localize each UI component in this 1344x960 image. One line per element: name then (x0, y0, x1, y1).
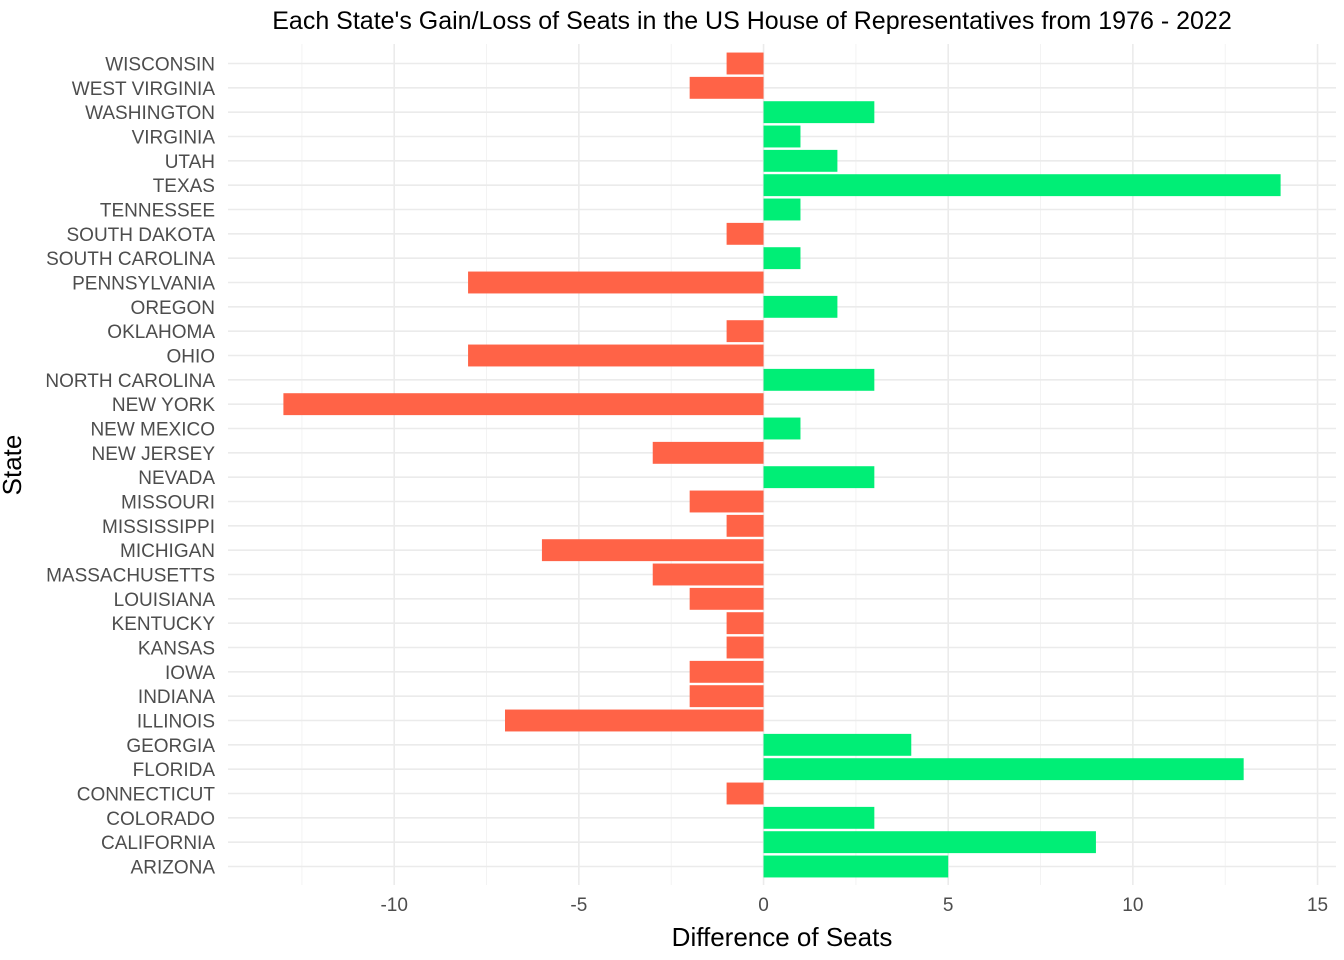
x-tick-labels: -10 -5 0 5 10 15 (380, 895, 1328, 916)
bar-iowa (689, 660, 764, 683)
bar-illinois (505, 709, 764, 732)
bar-south-dakota (726, 222, 764, 245)
y-tick-label: KENTUCKY (112, 614, 216, 635)
bar-massachusetts (652, 563, 764, 586)
y-tick-label: KANSAS (138, 639, 215, 660)
y-tick-label: CONNECTICUT (77, 785, 216, 806)
bar-tennessee (763, 198, 801, 221)
y-tick-label: INDIANA (138, 687, 215, 708)
bar-indiana (689, 685, 764, 708)
x-tick-label: 10 (1122, 895, 1143, 916)
bars (283, 52, 1281, 878)
x-axis-title: Difference of Seats (672, 922, 893, 952)
y-tick-label: OREGON (131, 298, 215, 319)
y-tick-label: NEW MEXICO (90, 420, 215, 441)
bar-missouri (689, 490, 764, 513)
y-tick-label: ARIZONA (131, 858, 216, 879)
y-tick-label: PENNSYLVANIA (72, 274, 215, 295)
bar-georgia (763, 733, 912, 756)
bar-kansas (726, 636, 764, 659)
chart-title: Each State's Gain/Loss of Seats in the U… (272, 7, 1231, 35)
bar-colorado (763, 806, 875, 829)
y-tick-label: SOUTH DAKOTA (67, 225, 216, 246)
y-tick-label: NEW YORK (112, 395, 215, 416)
y-tick-label: NEW JERSEY (91, 444, 215, 465)
bar-oklahoma (726, 320, 764, 343)
y-tick-label: TENNESSEE (100, 201, 215, 222)
y-tick-label: MICHIGAN (120, 541, 215, 562)
bar-new-mexico (763, 417, 801, 440)
bar-arizona (763, 855, 949, 878)
bar-wisconsin (726, 52, 764, 75)
y-axis-title: State (0, 435, 27, 496)
y-tick-label: FLORIDA (133, 760, 216, 781)
bar-west-virginia (689, 76, 764, 99)
y-tick-label: IOWA (165, 663, 215, 684)
y-tick-label: MISSISSIPPI (102, 517, 215, 538)
bar-kentucky (726, 612, 764, 635)
x-tick-label: 0 (758, 895, 769, 916)
bar-california (763, 831, 1096, 854)
y-tick-label: OHIO (166, 347, 215, 368)
bar-north-carolina (763, 368, 875, 391)
bar-florida (763, 758, 1244, 781)
y-tick-labels: ARIZONA CALIFORNIA COLORADO CONNECTICUT FLOR… (45, 55, 215, 879)
bar-utah (763, 149, 838, 172)
y-tick-label: MASSACHUSETTS (46, 566, 215, 587)
x-tick-label: -5 (570, 895, 587, 916)
y-tick-label: WISCONSIN (105, 55, 215, 76)
bar-new-jersey (652, 441, 764, 464)
y-tick-label: LOUISIANA (114, 590, 216, 611)
x-tick-label: 15 (1307, 895, 1328, 916)
y-tick-label: UTAH (165, 152, 215, 173)
x-tick-label: 5 (943, 895, 954, 916)
bar-louisiana (689, 587, 764, 610)
y-tick-label: CALIFORNIA (101, 833, 215, 854)
y-tick-label: COLORADO (106, 809, 215, 830)
y-tick-label: NORTH CAROLINA (45, 371, 215, 392)
y-tick-label: OKLAHOMA (107, 322, 215, 343)
bar-nevada (763, 466, 875, 489)
bar-connecticut (726, 782, 764, 805)
bar-pennsylvania (468, 271, 764, 294)
bar-south-carolina (763, 247, 801, 270)
y-tick-label: WASHINGTON (85, 103, 215, 124)
bar-washington (763, 101, 875, 124)
y-tick-label: ILLINOIS (137, 712, 215, 733)
y-tick-label: MISSOURI (121, 493, 215, 514)
bar-new-york (283, 393, 764, 416)
y-tick-label: WEST VIRGINIA (72, 79, 216, 100)
bar-michigan (541, 539, 764, 562)
y-tick-label: TEXAS (153, 176, 215, 197)
bar-ohio (468, 344, 764, 367)
y-tick-label: GEORGIA (126, 736, 215, 757)
x-tick-label: -10 (380, 895, 407, 916)
bar-oregon (763, 295, 838, 318)
y-tick-label: SOUTH CAROLINA (46, 249, 215, 270)
bar-mississippi (726, 514, 764, 537)
y-tick-label: NEVADA (138, 468, 215, 489)
y-tick-label: VIRGINIA (132, 128, 216, 149)
bar-virginia (763, 125, 801, 148)
bar-texas (763, 174, 1281, 197)
